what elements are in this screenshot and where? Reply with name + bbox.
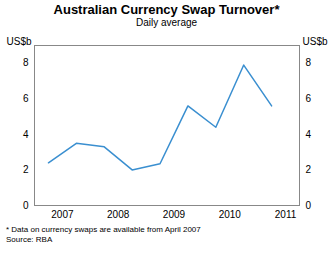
svg-text:2009: 2009: [163, 209, 186, 220]
svg-text:4: 4: [306, 129, 312, 140]
html-text:* Data on currency swaps are a: * Data on currency swaps are available f…: [6, 225, 201, 234]
svg-text:2010: 2010: [219, 209, 242, 220]
svg-text:US$b: US$b: [303, 36, 328, 47]
svg-text:0: 0: [23, 200, 29, 211]
svg-text:US$b: US$b: [6, 36, 31, 47]
html-text:Daily average: Daily average: [135, 17, 198, 28]
svg-text:6: 6: [23, 93, 29, 104]
svg-text:6: 6: [306, 93, 312, 104]
svg-text:2008: 2008: [107, 209, 130, 220]
html-text:Source: RBA: Source: RBA: [6, 235, 53, 244]
svg-text:4: 4: [23, 129, 29, 140]
svg-text:8: 8: [23, 57, 29, 68]
svg-text:2007: 2007: [51, 209, 74, 220]
svg-text:2011: 2011: [275, 209, 297, 220]
svg-text:8: 8: [306, 57, 312, 68]
svg-text:2: 2: [306, 164, 312, 175]
svg-text:0: 0: [306, 200, 312, 211]
html-text:Australian Currency Swap Turno: Australian Currency Swap Turnover*: [53, 2, 280, 17]
svg-text:2: 2: [23, 164, 29, 175]
